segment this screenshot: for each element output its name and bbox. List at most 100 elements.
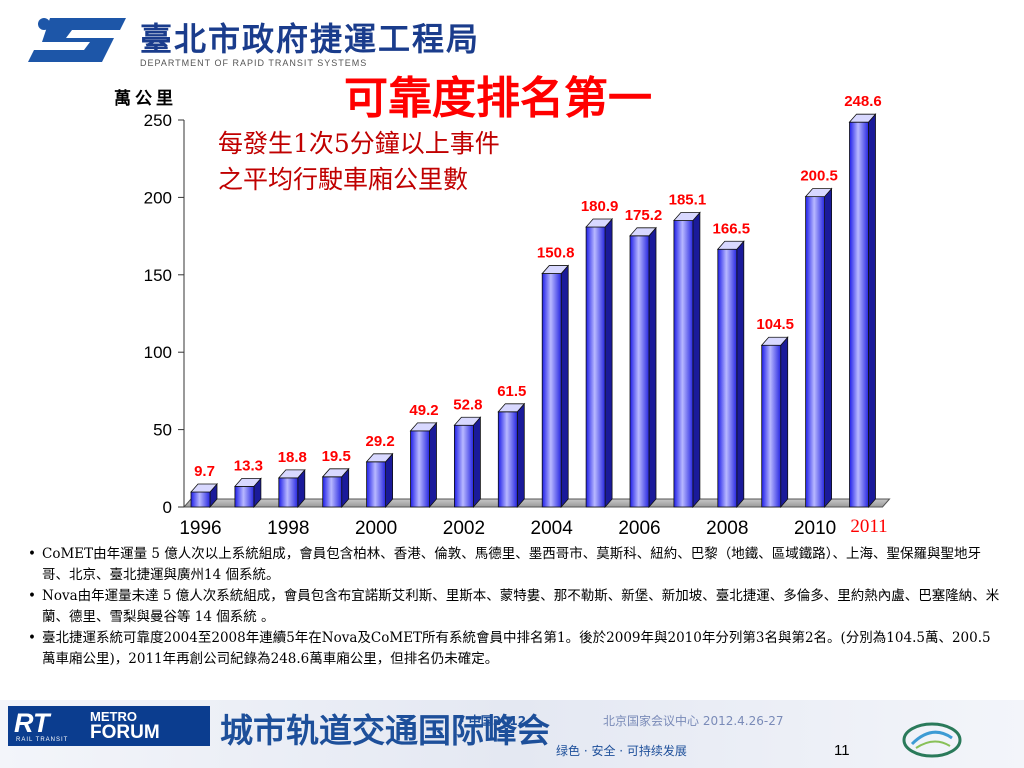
x-tick-label: 2010 bbox=[794, 518, 836, 539]
bar bbox=[849, 121, 869, 508]
bar-value-label: 104.5 bbox=[756, 316, 794, 333]
bar-top bbox=[848, 113, 877, 123]
bar-side bbox=[780, 336, 789, 509]
bar bbox=[717, 248, 738, 508]
header: 臺北市政府捷運工程局 DEPARTMENT OF RAPID TRANSIT S… bbox=[0, 0, 1024, 70]
bar-top bbox=[277, 469, 306, 479]
forum-label: FORUM bbox=[90, 722, 160, 743]
slide-title: 可靠度排名第一 bbox=[344, 73, 652, 124]
bar-side bbox=[560, 264, 569, 509]
bar-top bbox=[716, 240, 745, 250]
bar-value-label: 150.8 bbox=[537, 245, 575, 262]
bar bbox=[322, 476, 343, 508]
bar-value-label: 248.6 bbox=[844, 93, 882, 110]
bar-value-label: 180.9 bbox=[581, 198, 619, 215]
bar-value-label: 166.5 bbox=[713, 220, 751, 237]
rt-logo: RT bbox=[14, 708, 50, 738]
bar-side bbox=[648, 226, 657, 509]
bar-value-label: 185.1 bbox=[669, 191, 707, 208]
bar-top bbox=[497, 403, 526, 413]
y-tick-label: 0 bbox=[163, 498, 172, 517]
x-tick-label: 2006 bbox=[618, 518, 660, 539]
bar bbox=[541, 273, 562, 508]
bar-top bbox=[629, 227, 657, 237]
bar-value-label: 29.2 bbox=[365, 433, 394, 450]
bar-top bbox=[234, 478, 262, 487]
x-tick-label: 2004 bbox=[531, 518, 574, 539]
bar-value-label: 52.8 bbox=[453, 396, 482, 413]
bar-top bbox=[365, 453, 394, 463]
bar-top bbox=[321, 468, 350, 478]
bar-side bbox=[692, 211, 701, 509]
x-tick-label: 2000 bbox=[355, 518, 397, 539]
note-comet: CoMET由年運量 5 億人次以上系統組成，會員包含柏林、香港、倫敦、馬德里、墨… bbox=[28, 544, 1003, 586]
x-tick-label-highlight: 2011 bbox=[850, 516, 887, 537]
bar-top bbox=[585, 218, 613, 228]
bar-value-label: 18.8 bbox=[278, 449, 307, 466]
dorts-logo-icon bbox=[28, 18, 126, 62]
bar-side bbox=[736, 240, 745, 509]
bar bbox=[366, 461, 387, 508]
bar-side bbox=[824, 187, 832, 509]
conference-emblem-icon bbox=[902, 722, 962, 758]
bar-top bbox=[673, 212, 701, 221]
bar-top bbox=[453, 416, 482, 426]
y-tick-label: 200 bbox=[144, 188, 172, 207]
rt-subtitle: RAIL TRANSIT bbox=[16, 737, 69, 743]
chart-floor bbox=[182, 498, 891, 508]
notes-list: CoMET由年運量 5 億人次以上系統組成，會員包含柏林、香港、倫敦、馬德里、墨… bbox=[28, 544, 1003, 670]
bar-top bbox=[804, 188, 833, 198]
y-tick-label: 100 bbox=[144, 343, 172, 362]
y-tick-label: 50 bbox=[153, 421, 172, 440]
org-name: 臺北市政府捷運工程局 bbox=[140, 20, 481, 58]
bar-value-label: 175.2 bbox=[625, 207, 663, 224]
bar-value-label: 61.5 bbox=[497, 383, 526, 400]
reliability-bar-chart: 0 50 100 150 200 250 9.7 13.3 18.8 19.5 29.2 49.2 52… bbox=[144, 93, 891, 539]
bar-side bbox=[472, 416, 481, 509]
x-tick-label: 2002 bbox=[443, 518, 485, 539]
bar bbox=[410, 430, 430, 508]
bar bbox=[190, 491, 211, 508]
y-tick-label: 250 bbox=[144, 111, 172, 130]
bar-value-label: 9.7 bbox=[194, 463, 215, 480]
bar bbox=[585, 226, 606, 508]
bar-side bbox=[868, 113, 876, 509]
bar-side bbox=[429, 421, 437, 509]
bar bbox=[278, 477, 299, 508]
bar-value-label: 49.2 bbox=[409, 402, 438, 419]
bar-value-label: 13.3 bbox=[234, 457, 263, 474]
bar-side bbox=[604, 217, 613, 509]
bar-side bbox=[516, 402, 525, 509]
bar bbox=[673, 220, 694, 508]
rt-forum-logo-box bbox=[8, 706, 210, 746]
chart-annotation-line2: 之平均行駛車廂公里數 bbox=[218, 165, 469, 194]
y-tick-label: 150 bbox=[144, 266, 172, 285]
bar-top bbox=[409, 422, 438, 432]
x-tick-label: 1998 bbox=[267, 518, 309, 539]
bar bbox=[234, 486, 255, 508]
page-number: 11 bbox=[834, 742, 850, 759]
bar-top bbox=[190, 483, 218, 493]
conference-title: 城市轨道交通国际峰会 bbox=[220, 711, 550, 750]
note-nova: Nova由年運量未達 5 億人次系統組成，會員包含布宜諾斯艾利斯、里斯本、蒙特婁… bbox=[28, 586, 1003, 628]
bar bbox=[761, 344, 782, 508]
bar-top bbox=[541, 265, 570, 274]
conference-slogan: 绿色 · 安全 · 可持续发展 bbox=[556, 744, 687, 758]
conference-subtitle: · 中国2012 bbox=[460, 714, 527, 728]
bar-value-label: 200.5 bbox=[800, 168, 838, 185]
x-tick-label: 1996 bbox=[179, 518, 221, 539]
x-tick-label: 2008 bbox=[706, 518, 748, 539]
note-taipei-ranking: 臺北捷運系統可靠度2004至2008年連續5年在Nova及CoMET所有系統會員… bbox=[28, 628, 1003, 670]
bar bbox=[629, 235, 650, 508]
org-subtitle: DEPARTMENT OF RAPID TRANSIT SYSTEMS bbox=[140, 58, 368, 68]
chart-annotation-line1: 每發生1次5分鐘以上事件 bbox=[218, 129, 500, 158]
bar-value-label: 19.5 bbox=[322, 448, 351, 465]
bar bbox=[805, 196, 825, 508]
conference-venue: 北京国家会议中心 2012.4.26-27 bbox=[603, 714, 784, 728]
bar bbox=[453, 424, 474, 508]
bar bbox=[497, 411, 518, 508]
y-axis-unit-label: 萬公里 bbox=[114, 89, 177, 109]
metro-label: METRO bbox=[90, 709, 137, 724]
bar-side bbox=[385, 452, 394, 509]
bar-top bbox=[760, 336, 789, 346]
